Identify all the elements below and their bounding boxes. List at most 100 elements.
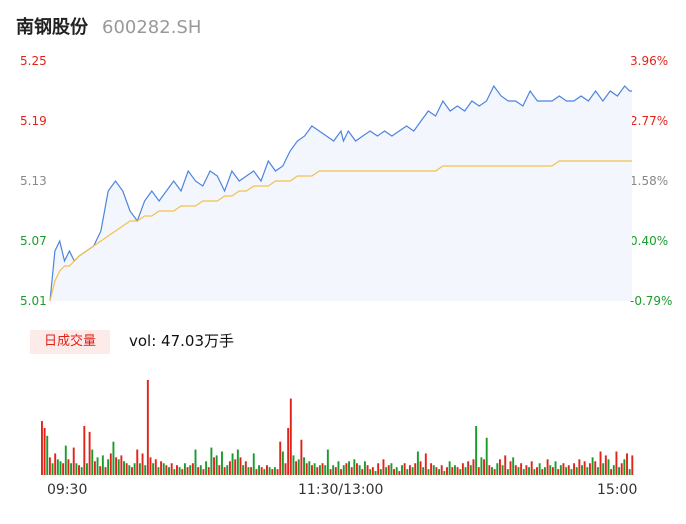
volume-bar — [586, 467, 589, 475]
volume-bar — [493, 469, 496, 475]
volume-bar — [578, 459, 581, 475]
volume-bar — [316, 467, 319, 475]
volume-bar — [276, 469, 279, 475]
volume-bar — [475, 426, 478, 475]
volume-bar — [551, 467, 554, 475]
volume-bar — [358, 465, 361, 475]
volume-bar — [549, 465, 552, 475]
volume-bar — [501, 465, 504, 475]
volume-bar — [308, 461, 311, 475]
volume-bar — [459, 469, 462, 475]
volume-bar — [83, 426, 86, 475]
volume-bar — [435, 467, 438, 475]
volume-bar — [575, 467, 578, 475]
volume-bar — [631, 455, 634, 475]
volume-bar — [128, 465, 131, 475]
volume-bar — [620, 463, 623, 475]
volume-bar — [226, 465, 229, 475]
volume-bar — [125, 463, 128, 475]
volume-bar — [75, 463, 78, 475]
volume-bar — [342, 465, 345, 475]
volume-bar — [273, 467, 276, 475]
volume-bar — [157, 467, 160, 475]
volume-bar — [607, 459, 610, 475]
volume-bar — [377, 463, 380, 475]
volume-bar — [70, 463, 73, 475]
price-tick-label: 5.13 — [20, 174, 47, 188]
volume-bar — [559, 465, 562, 475]
volume-bar — [170, 463, 173, 475]
volume-bar — [363, 461, 366, 475]
volume-bar — [440, 465, 443, 475]
volume-bar — [390, 463, 393, 475]
volume-bar — [144, 465, 147, 475]
volume-bar — [218, 465, 221, 475]
volume-bar — [419, 461, 422, 475]
volume-bar — [236, 449, 239, 475]
percent-tick-label: 3.96% — [630, 54, 669, 68]
volume-bar — [117, 459, 120, 475]
volume-bar — [311, 465, 313, 475]
volume-bar — [244, 461, 247, 475]
volume-bar — [287, 427, 290, 475]
volume-bar — [583, 461, 586, 475]
volume-bar — [210, 447, 213, 475]
volume-bar — [424, 453, 427, 475]
volume-bar — [91, 449, 94, 475]
volume-bar — [512, 457, 515, 475]
volume-bar — [313, 463, 316, 475]
volume-bar — [570, 469, 573, 475]
volume-bar — [498, 459, 501, 475]
volume-bar — [496, 463, 499, 475]
volume-bar — [181, 469, 184, 475]
volume-bar — [615, 451, 618, 475]
volume-bar — [162, 463, 165, 475]
volume-bar — [438, 469, 441, 475]
volume-bar — [446, 467, 448, 475]
volume-bar — [303, 457, 305, 475]
volume-bar — [78, 465, 80, 475]
volume-bar — [536, 467, 538, 475]
volume-bar — [464, 467, 467, 475]
volume-bar — [340, 469, 343, 475]
percent-tick-label: 0.40% — [630, 234, 669, 248]
volume-total: vol: 47.03万手 — [129, 332, 234, 350]
volume-bar — [350, 467, 353, 475]
volume-bar — [255, 469, 258, 475]
volume-bar — [207, 467, 210, 475]
volume-bar — [80, 467, 83, 475]
volume-bar — [467, 461, 470, 475]
volume-bar — [189, 465, 192, 475]
volume-bar — [443, 471, 446, 475]
volume-bar — [289, 398, 292, 475]
price-tick-label: 5.07 — [20, 234, 47, 248]
volume-bar — [228, 461, 231, 475]
volume-bar — [173, 469, 176, 475]
volume-bar — [483, 459, 486, 475]
volume-bar — [604, 455, 607, 475]
volume-bar — [453, 465, 456, 475]
price-tick-label: 5.19 — [20, 114, 47, 128]
chart-header: 南钢股份 600282.SH — [16, 13, 201, 41]
volume-bar — [623, 459, 626, 475]
volume-bar — [382, 459, 385, 475]
volume-bar — [300, 439, 303, 475]
volume-bar — [345, 463, 348, 475]
volume-bar — [43, 427, 46, 475]
volume-bar — [414, 463, 417, 475]
volume-bar — [491, 467, 493, 475]
volume-bar — [326, 449, 329, 475]
volume-bar — [263, 469, 266, 475]
volume-bar — [395, 467, 398, 475]
volume-bar — [408, 465, 411, 475]
volume-bar — [406, 469, 409, 475]
volume-bar — [451, 467, 454, 475]
volume-bar — [361, 469, 364, 475]
price-area-fill — [50, 86, 632, 301]
volume-bar — [374, 471, 377, 475]
time-tick-label: 15:00 — [597, 482, 638, 498]
volume-bar — [46, 435, 49, 475]
volume-bar — [461, 463, 464, 475]
volume-bar — [62, 463, 65, 475]
volume-bar — [573, 463, 576, 475]
